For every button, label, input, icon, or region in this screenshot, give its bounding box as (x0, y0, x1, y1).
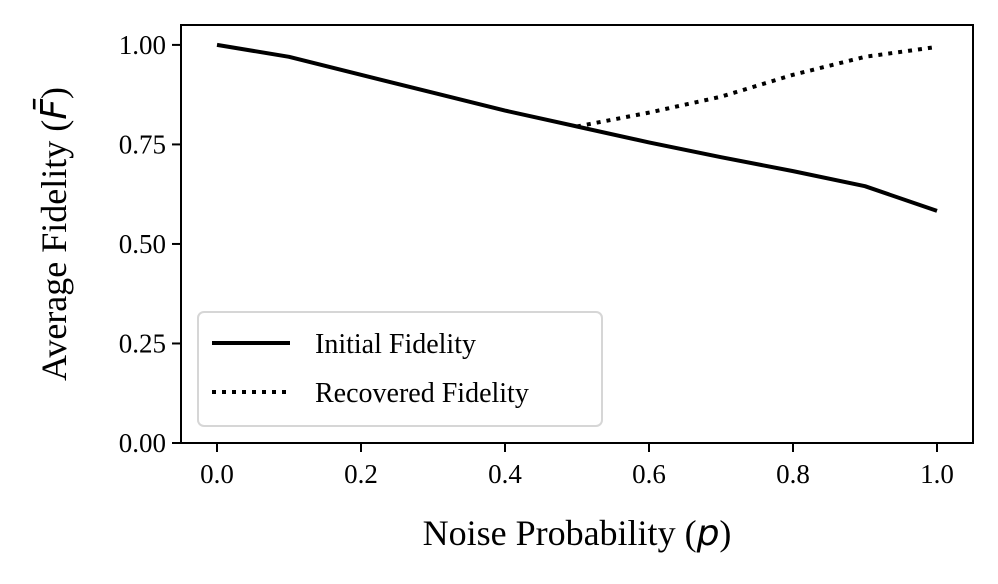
x-tick-label: 0.6 (632, 459, 666, 489)
x-tick-label: 1.0 (920, 459, 954, 489)
x-tick-label: 0.2 (344, 459, 378, 489)
x-axis-label-symbol: p (696, 513, 720, 554)
series-line-recovered-fidelity (576, 44, 938, 129)
y-tick-label: 0.75 (119, 129, 166, 159)
series-line-initial-fidelity (216, 42, 938, 213)
y-axis-label-symbol: F̄ (32, 98, 75, 120)
y-tick-label: 1.00 (119, 30, 166, 60)
x-tick-label: 0.0 (200, 459, 234, 489)
plot-frame (180, 24, 974, 444)
y-tick-label: 0.50 (119, 229, 166, 259)
y-axis-label-text: Average Fidelity (34, 141, 74, 381)
x-axis-ticks: 0.0 0.2 0.4 0.6 0.8 1.0 (200, 443, 954, 489)
x-axis-label-close-paren: ) (719, 513, 731, 553)
y-tick-label: 0.25 (119, 328, 166, 358)
y-axis-label: Average Fidelity (F̄) (32, 87, 75, 381)
x-axis-label-text: Noise Probability (423, 513, 676, 553)
x-axis-label: Noise Probability (p) (423, 513, 732, 554)
y-axis-ticks: 0.00 0.25 0.50 0.75 1.00 (119, 30, 181, 458)
y-tick-label: 0.00 (119, 428, 166, 458)
x-axis-label-open-paren: ( (676, 513, 697, 553)
legend-label-recovered-fidelity: Recovered Fidelity (315, 378, 529, 409)
legend: Initial Fidelity Recovered Fidelity (197, 311, 603, 427)
legend-label-initial-fidelity: Initial Fidelity (315, 329, 476, 360)
series-layer (216, 42, 938, 213)
legend-box (197, 311, 603, 427)
x-tick-label: 0.8 (776, 459, 810, 489)
x-tick-label: 0.4 (488, 459, 522, 489)
y-axis-label-open-paren: ( (34, 120, 74, 141)
y-axis-label-close-paren: ) (34, 87, 74, 99)
